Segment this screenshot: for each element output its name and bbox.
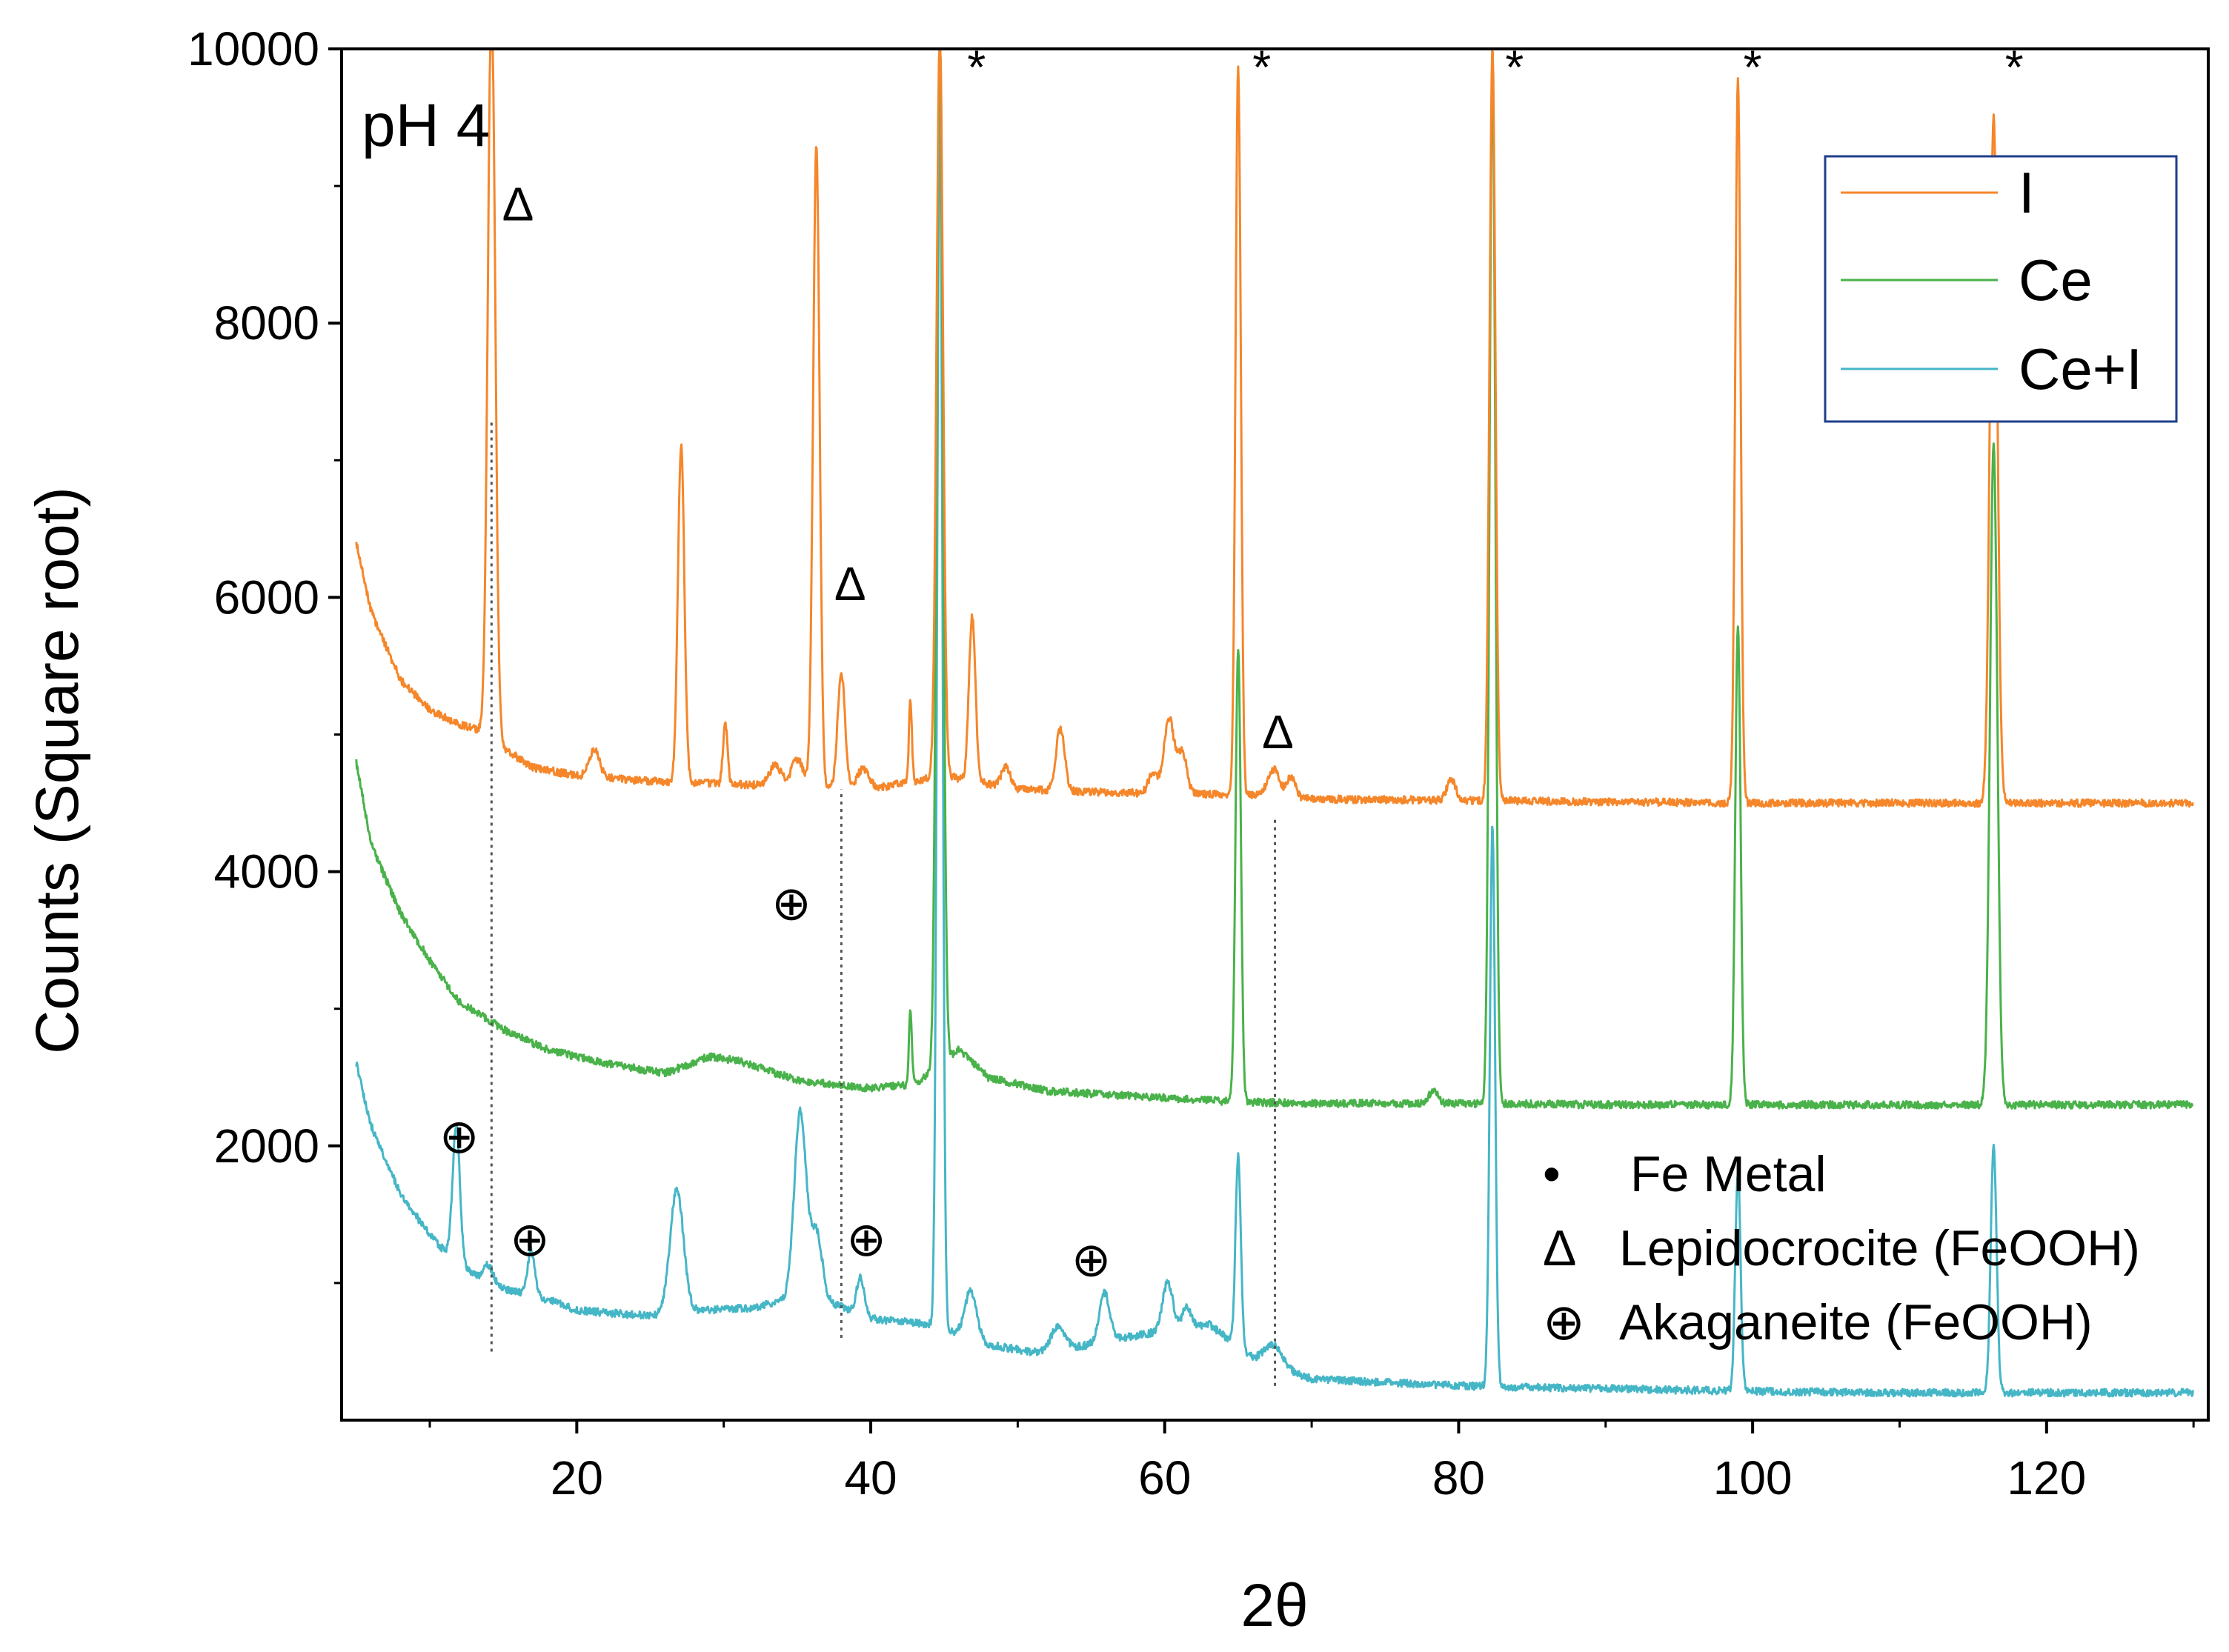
phase-key-label-akaganeite: Akaganeite (FeOOH) <box>1619 1294 2093 1350</box>
legend-label-i: I <box>2019 160 2035 225</box>
x-tick-label: 40 <box>844 1451 897 1505</box>
series-line-ce <box>355 47 2194 1110</box>
phase-key: • Fe Metal Δ Lepidocrocite (FeOOH) ⊕ Aka… <box>1543 1146 2140 1350</box>
y-tick-label: 2000 <box>214 1119 319 1173</box>
phase-key-symbol-lepidocrocite: Δ <box>1543 1220 1576 1276</box>
x-tick-label: 60 <box>1138 1451 1191 1505</box>
y-axis-title: Counts (Square root) <box>24 487 91 1054</box>
legend-label-ce: Ce <box>2019 247 2093 313</box>
fe-metal-star-marker: * <box>2005 40 2024 93</box>
x-tick-label: 80 <box>1432 1451 1485 1505</box>
phase-key-label-fe-metal: Fe Metal <box>1630 1146 1827 1202</box>
x-axis-title: 2θ <box>1240 1572 1308 1639</box>
phase-key-symbol-fe-metal: • <box>1543 1146 1561 1202</box>
series-layer <box>355 47 2194 1398</box>
akaganeite-marker: ⊕ <box>846 1213 886 1266</box>
fe-metal-star-marker: * <box>1252 40 1271 93</box>
akaganeite-marker: ⊕ <box>510 1213 550 1266</box>
fe-metal-star-marker: * <box>967 40 986 93</box>
fe-metal-star-marker: * <box>1744 40 1762 93</box>
peak-markers: * * * * * Δ Δ Δ ⊕ ⊕ ⊕ ⊕ ⊕ <box>439 40 2024 1286</box>
y-axis-ticks: 2000 4000 6000 8000 10000 <box>187 22 342 1285</box>
legend-box <box>1824 155 2178 423</box>
reference-lines <box>490 419 1276 1386</box>
y-tick-label: 6000 <box>214 570 319 624</box>
x-tick-label: 20 <box>551 1451 603 1505</box>
y-tick-label: 8000 <box>214 296 319 350</box>
legend: I Ce Ce+I <box>1824 155 2178 423</box>
fe-metal-star-marker: * <box>1505 40 1524 93</box>
x-axis-ticks: 20 40 60 80 100 120 <box>428 1420 2195 1505</box>
panel-label: pH 4 <box>362 92 490 159</box>
akaganeite-marker: ⊕ <box>439 1110 479 1163</box>
x-tick-label: 120 <box>2007 1451 2086 1505</box>
lepidocrocite-marker: Δ <box>502 177 534 230</box>
legend-label-ce-i: Ce+I <box>2019 336 2142 402</box>
lepidocrocite-marker: Δ <box>1262 705 1294 759</box>
y-tick-label: 4000 <box>214 845 319 899</box>
phase-key-symbol-akaganeite: ⊕ <box>1543 1294 1585 1350</box>
x-tick-label: 100 <box>1713 1451 1793 1505</box>
y-tick-label: 10000 <box>187 22 319 76</box>
lepidocrocite-marker: Δ <box>834 557 866 610</box>
series-line-ce-i <box>355 100 2194 1398</box>
akaganeite-marker: ⊕ <box>1072 1233 1112 1287</box>
phase-key-label-lepidocrocite: Lepidocrocite (FeOOH) <box>1619 1220 2140 1276</box>
series-line-i <box>355 47 2194 808</box>
akaganeite-marker: ⊕ <box>771 876 811 930</box>
